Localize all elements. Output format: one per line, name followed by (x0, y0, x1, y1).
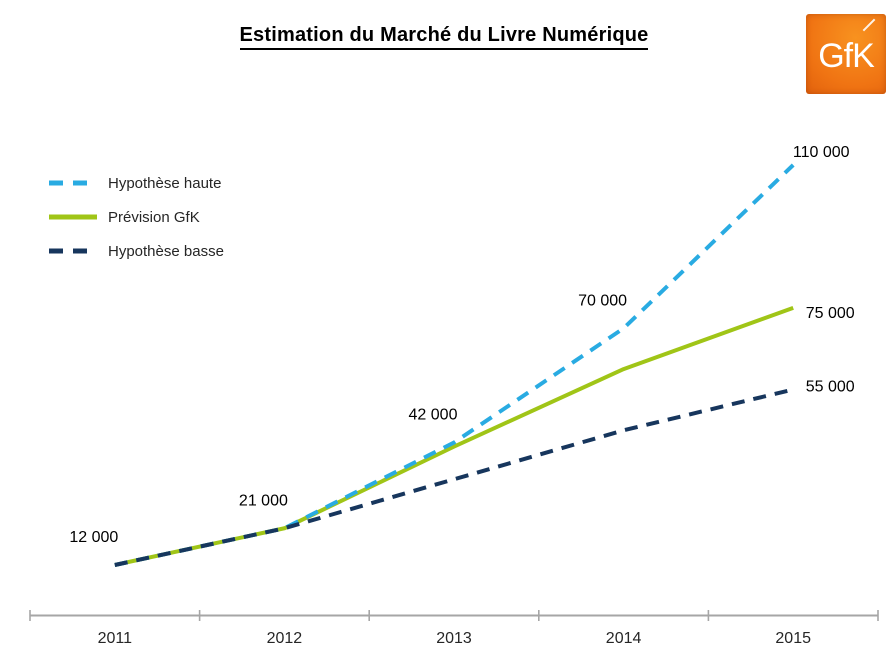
legend-label: Hypothèse haute (108, 174, 222, 192)
data-label: 75 000 (806, 305, 855, 322)
x-axis-label: 2013 (436, 630, 472, 647)
x-axis-label: 2015 (775, 630, 811, 647)
chart-legend: Hypothèse haute Prévision GfK Hypothèse … (49, 173, 224, 275)
data-label: 55 000 (806, 378, 855, 395)
legend-swatch-dashed-navy (49, 248, 97, 254)
data-label: 70 000 (578, 292, 627, 309)
x-axis-label: 2014 (606, 630, 642, 647)
chart-title-text: Estimation du Marché du Livre Numérique (239, 24, 649, 50)
series-line-1 (114, 305, 794, 567)
gfk-logo-text: GfK (818, 36, 875, 75)
legend-item-prevision-gfk: Prévision GfK (49, 207, 224, 227)
data-label: 42 000 (409, 407, 458, 424)
page-title: Estimation du Marché du Livre Numérique (0, 24, 888, 50)
legend-swatch-dashed-blue (49, 180, 97, 186)
legend-item-hypothese-basse: Hypothèse basse (49, 241, 224, 261)
data-label: 12 000 (69, 529, 118, 546)
x-axis-label: 2011 (98, 630, 133, 647)
gfk-logo: GfK (806, 14, 886, 94)
legend-label: Hypothèse basse (108, 242, 224, 260)
legend-label: Prévision GfK (108, 208, 200, 226)
series-line-2 (114, 387, 794, 567)
legend-item-hypothese-haute: Hypothèse haute (49, 173, 224, 193)
series-line-0 (114, 163, 795, 567)
data-label: 110 000 (793, 144, 850, 161)
x-axis-label: 2012 (267, 630, 303, 647)
legend-swatch-solid-green (49, 214, 97, 220)
data-label: 21 000 (239, 492, 288, 509)
